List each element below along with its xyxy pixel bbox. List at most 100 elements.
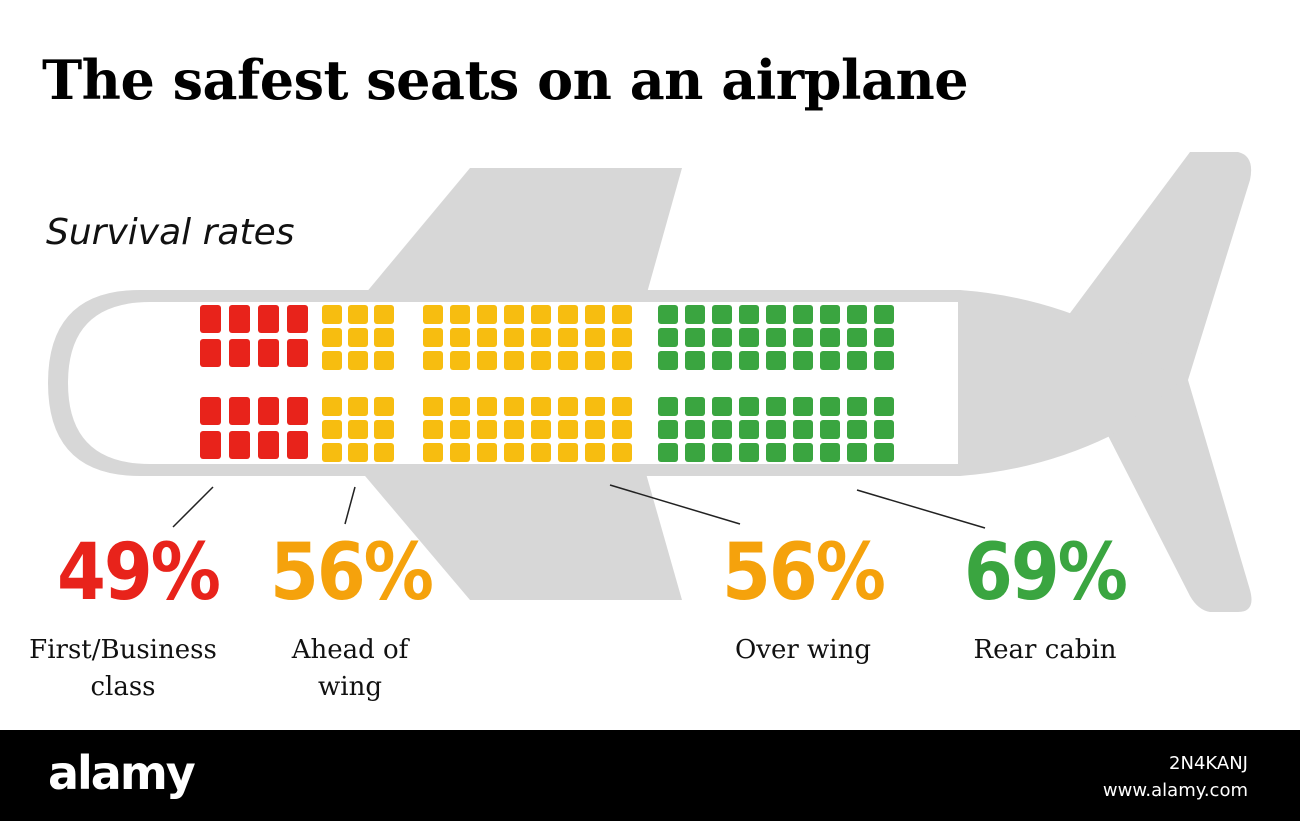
seat bbox=[820, 351, 840, 370]
seat bbox=[739, 397, 759, 416]
seat bbox=[820, 443, 840, 462]
seat bbox=[874, 420, 894, 439]
seat bbox=[531, 328, 551, 347]
seat bbox=[793, 420, 813, 439]
seat bbox=[287, 305, 308, 333]
seat bbox=[348, 351, 368, 370]
seat bbox=[504, 351, 524, 370]
seat bbox=[585, 351, 605, 370]
seat bbox=[612, 420, 632, 439]
seat bbox=[685, 397, 705, 416]
seat bbox=[847, 328, 867, 347]
label-ahead: Ahead of wing bbox=[291, 635, 409, 702]
seat bbox=[229, 305, 250, 333]
seat bbox=[712, 397, 732, 416]
seat bbox=[793, 443, 813, 462]
seat bbox=[322, 305, 342, 324]
seat bbox=[558, 443, 578, 462]
seat bbox=[258, 397, 279, 425]
seat bbox=[423, 328, 443, 347]
seat bbox=[348, 328, 368, 347]
seat bbox=[739, 351, 759, 370]
seat bbox=[374, 351, 394, 370]
seat bbox=[348, 397, 368, 416]
seat bbox=[793, 397, 813, 416]
seat bbox=[585, 443, 605, 462]
leader-line-over bbox=[609, 484, 741, 525]
seat bbox=[739, 420, 759, 439]
seat bbox=[229, 339, 250, 367]
seat bbox=[558, 397, 578, 416]
seat bbox=[423, 351, 443, 370]
seat bbox=[200, 305, 221, 333]
seat bbox=[558, 351, 578, 370]
seat bbox=[558, 420, 578, 439]
seat bbox=[258, 305, 279, 333]
rate-first: 49% bbox=[57, 528, 221, 618]
seat bbox=[820, 305, 840, 324]
seat bbox=[504, 397, 524, 416]
site-url: www.alamy.com bbox=[1102, 780, 1248, 801]
seat bbox=[531, 443, 551, 462]
seat bbox=[531, 397, 551, 416]
image-id: 2N4KANJ bbox=[1169, 753, 1248, 774]
label-over: Over wing bbox=[734, 635, 872, 665]
seat bbox=[348, 443, 368, 462]
seat bbox=[820, 420, 840, 439]
seat bbox=[200, 397, 221, 425]
seat bbox=[766, 328, 786, 347]
seat bbox=[612, 351, 632, 370]
seat bbox=[348, 305, 368, 324]
leader-line-ahead bbox=[344, 486, 356, 525]
seat bbox=[287, 339, 308, 367]
seat bbox=[374, 305, 394, 324]
seat bbox=[766, 305, 786, 324]
seat bbox=[766, 443, 786, 462]
footer-bar: alamy 2N4KANJ www.alamy.com bbox=[0, 730, 1300, 821]
seat bbox=[793, 351, 813, 370]
seat bbox=[374, 397, 394, 416]
seat bbox=[585, 305, 605, 324]
seat bbox=[322, 351, 342, 370]
seat bbox=[477, 443, 497, 462]
seat bbox=[712, 328, 732, 347]
seat bbox=[531, 305, 551, 324]
seat bbox=[258, 431, 279, 459]
seat bbox=[712, 443, 732, 462]
seat bbox=[423, 305, 443, 324]
seat bbox=[793, 305, 813, 324]
seat bbox=[374, 443, 394, 462]
seat bbox=[531, 351, 551, 370]
seat bbox=[200, 431, 221, 459]
seat bbox=[793, 328, 813, 347]
seat bbox=[820, 397, 840, 416]
seat bbox=[477, 420, 497, 439]
seat bbox=[874, 305, 894, 324]
seat bbox=[658, 305, 678, 324]
airplane-diagram bbox=[48, 152, 1252, 612]
seat bbox=[585, 397, 605, 416]
seat bbox=[874, 328, 894, 347]
seat bbox=[847, 443, 867, 462]
rate-rear: 69% bbox=[964, 528, 1128, 618]
seat bbox=[585, 420, 605, 439]
seat bbox=[504, 420, 524, 439]
seat bbox=[847, 420, 867, 439]
seat bbox=[612, 397, 632, 416]
seat bbox=[229, 431, 250, 459]
seat bbox=[322, 397, 342, 416]
seat bbox=[847, 351, 867, 370]
seat bbox=[423, 397, 443, 416]
seat bbox=[685, 443, 705, 462]
seat bbox=[874, 351, 894, 370]
seat bbox=[847, 397, 867, 416]
seat bbox=[658, 397, 678, 416]
seat bbox=[612, 305, 632, 324]
seat bbox=[322, 443, 342, 462]
seat bbox=[477, 328, 497, 347]
seat bbox=[450, 420, 470, 439]
seat bbox=[585, 328, 605, 347]
seat bbox=[739, 443, 759, 462]
seat bbox=[287, 397, 308, 425]
